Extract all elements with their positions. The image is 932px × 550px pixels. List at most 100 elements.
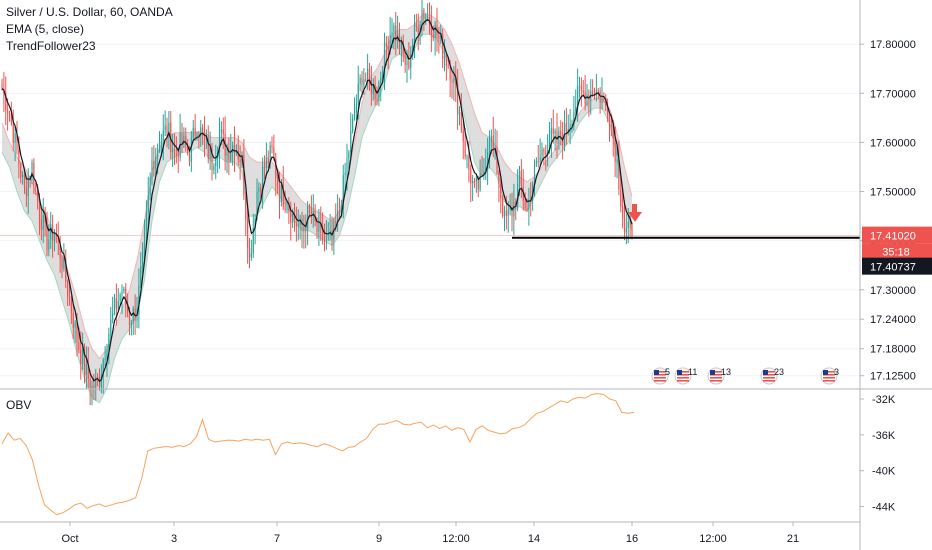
candle-body [393, 25, 395, 33]
flag-stripe [823, 380, 835, 382]
candle-body [618, 159, 620, 190]
candle-body [10, 114, 12, 123]
candle-body [470, 169, 472, 184]
candle-body [162, 130, 164, 142]
candle-body [380, 78, 382, 83]
candle-body [181, 132, 183, 144]
event-marker-flag-icon[interactable]: 3 [820, 367, 839, 385]
candle-body [209, 149, 211, 159]
candle-body [406, 60, 408, 66]
candle-body [404, 54, 406, 66]
candle-body [575, 106, 577, 112]
candle-body [293, 213, 296, 223]
candle-body [607, 105, 609, 120]
event-marker-flag-icon[interactable]: 5 [651, 367, 670, 385]
flag-stripe [654, 371, 666, 373]
candle-body [507, 208, 509, 216]
flag-stripe [823, 377, 835, 379]
candle-body [277, 177, 279, 186]
candle-body [355, 104, 357, 113]
candle-body [545, 151, 547, 156]
time-axis[interactable]: Oct 3 7 9 12:00 14 16 12:00 21 [61, 522, 799, 545]
candle-body [173, 149, 176, 151]
candle-body [93, 385, 95, 388]
event-count: 11 [688, 367, 697, 377]
candle-body [346, 158, 348, 174]
grid-lines [0, 43, 860, 377]
candle-body [310, 207, 312, 217]
sell-arrow-icon [628, 204, 642, 222]
candle-body [211, 149, 213, 171]
candle-body [188, 150, 191, 162]
candle-body [460, 112, 462, 131]
candle-body [108, 333, 110, 350]
legend-obv[interactable]: OBV [6, 398, 32, 412]
candle-body [353, 112, 356, 119]
candle-body [515, 201, 517, 206]
candle-body [457, 84, 459, 115]
candle-body [539, 156, 541, 162]
candle-body [256, 192, 258, 219]
candle-body [556, 130, 558, 144]
candle-body [513, 201, 515, 217]
candle-body [27, 179, 29, 196]
candle-body [509, 208, 511, 210]
candle-body [387, 46, 389, 51]
candle-body [20, 164, 22, 178]
candle-body [352, 118, 354, 132]
flag-stripe [677, 380, 689, 382]
candle-body [573, 111, 575, 124]
candle-body [488, 141, 491, 152]
candle-body [248, 248, 251, 258]
candle-body [301, 218, 303, 231]
candle-body [442, 34, 444, 59]
candle-body [413, 24, 416, 46]
candle-body [250, 253, 252, 258]
candle-body [577, 86, 579, 107]
candle-body [524, 200, 526, 208]
arrow-shaft [632, 204, 637, 213]
candle-body [367, 68, 369, 80]
candle-body [59, 241, 61, 259]
candle-body [455, 77, 457, 85]
event-markers[interactable]: 5 11 13 23 3 [651, 367, 839, 385]
candle-body [117, 301, 119, 309]
candle-body [627, 221, 629, 228]
candle-body [35, 186, 37, 188]
candle-body [232, 145, 234, 153]
candle-body [14, 133, 16, 143]
candle-body [5, 93, 7, 111]
candle-body [505, 210, 507, 216]
event-marker-flag-icon[interactable]: 13 [707, 367, 731, 385]
candle-body [196, 134, 198, 136]
candle-body [247, 219, 249, 249]
candle-body [153, 160, 155, 169]
candle-body [370, 79, 372, 95]
obv-series [1, 393, 635, 516]
candle-body [348, 152, 350, 159]
candle-body [207, 138, 209, 159]
candle-body [629, 221, 631, 226]
candle-body [610, 125, 612, 127]
countdown-text: 35:18 [882, 247, 910, 259]
time-tick-label: 9 [376, 533, 382, 545]
price-tick-label: 17.18000 [870, 344, 916, 356]
price-tags: 17.41020 35:18 17.40737 [862, 226, 932, 275]
legend-symbol[interactable]: Silver / U.S. Dollar, 60, OANDA [6, 5, 173, 19]
candle-body [552, 128, 554, 134]
price-axis[interactable]: 17.8000017.7000017.6000017.5000017.40000… [860, 39, 916, 383]
candle-body [192, 127, 194, 138]
candle-body [361, 78, 363, 85]
candle-body [74, 322, 76, 328]
candle-body [487, 151, 489, 168]
candle-body [518, 170, 521, 184]
price-tick-label: 17.12500 [870, 371, 916, 383]
legend-ema[interactable]: EMA (5, close) [6, 22, 85, 36]
candle-body [61, 258, 63, 269]
event-marker-flag-icon[interactable]: 23 [760, 367, 784, 385]
event-marker-flag-icon[interactable]: 11 [674, 367, 697, 385]
candle-body [76, 322, 78, 343]
obv-axis[interactable]: -32K -36K -40K -44K [860, 394, 896, 514]
legend-indicator[interactable]: TrendFollower23 [6, 39, 96, 53]
